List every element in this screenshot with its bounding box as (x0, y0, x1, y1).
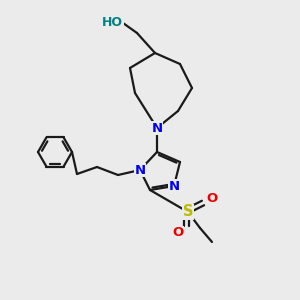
Text: N: N (168, 179, 180, 193)
Text: HO: HO (102, 16, 123, 29)
Text: N: N (134, 164, 146, 176)
Text: O: O (206, 191, 218, 205)
Text: N: N (152, 122, 163, 134)
Text: O: O (172, 226, 184, 239)
Text: S: S (183, 205, 193, 220)
